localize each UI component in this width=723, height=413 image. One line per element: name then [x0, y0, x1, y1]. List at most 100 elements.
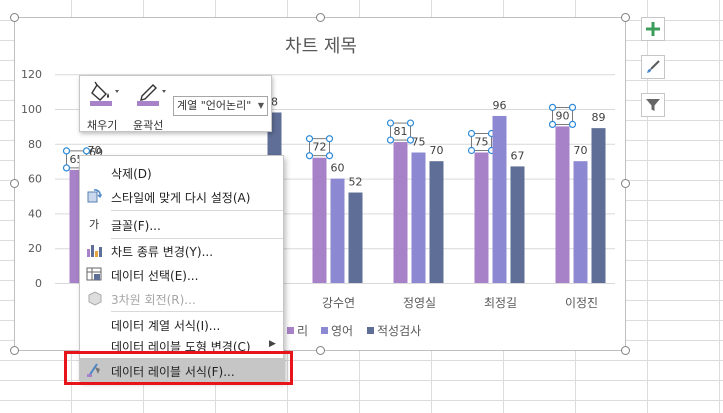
- chart-elements-button[interactable]: [641, 17, 665, 41]
- data-label[interactable]: 67: [511, 149, 525, 162]
- resize-handle-bottom-left[interactable]: [10, 346, 19, 355]
- resize-handle-bottom-right[interactable]: [621, 346, 630, 355]
- y-tick-label: 120: [21, 68, 42, 81]
- menu-item-label: 데이터 선택(E)...: [111, 269, 199, 283]
- y-tick-label: 100: [21, 103, 42, 116]
- selection-handle[interactable]: [386, 136, 395, 144]
- menu-item-select-data[interactable]: 데이터 선택(E)...: [80, 262, 285, 286]
- resize-handle-top[interactable]: [316, 13, 325, 22]
- bar[interactable]: [573, 161, 588, 283]
- menu-item-change-chart-type[interactable]: 차트 종류 변경(Y)...: [80, 238, 285, 262]
- menu-item-format-data-labels[interactable]: 데이터 레이블 서식(F)...: [80, 358, 285, 382]
- bar[interactable]: [348, 192, 363, 283]
- bar[interactable]: [393, 142, 408, 283]
- bar[interactable]: [555, 126, 570, 284]
- data-label[interactable]: 60: [331, 162, 345, 175]
- x-tick-label: 정영실: [403, 296, 436, 310]
- selection-handle[interactable]: [305, 135, 314, 143]
- data-label[interactable]: 8: [271, 95, 278, 108]
- selection-handle[interactable]: [406, 136, 415, 144]
- data-label[interactable]: 72: [313, 141, 327, 154]
- bar[interactable]: [429, 161, 444, 283]
- chevron-down-icon: ▼: [257, 101, 264, 110]
- resize-handle-right[interactable]: [621, 179, 630, 188]
- selection-handle[interactable]: [386, 119, 395, 127]
- selection-handle[interactable]: [82, 147, 91, 155]
- bar[interactable]: [492, 115, 507, 284]
- menu-item-delete[interactable]: 삭제(D): [80, 160, 285, 184]
- font-icon: 가: [88, 218, 100, 231]
- menu-item-reset-style[interactable]: 스타일에 맞게 다시 설정(A): [80, 184, 285, 208]
- menu-separator: [111, 210, 283, 211]
- legend-label[interactable]: 적성검사: [377, 324, 421, 338]
- data-label[interactable]: 70: [88, 144, 102, 157]
- data-label[interactable]: 52: [349, 176, 363, 189]
- selection-handle[interactable]: [548, 120, 557, 129]
- fill-button[interactable]: 채우기: [84, 79, 126, 132]
- selection-handle[interactable]: [325, 135, 334, 143]
- reset-style-icon: [87, 189, 102, 203]
- data-label[interactable]: 70: [430, 144, 444, 157]
- selection-handle[interactable]: [568, 103, 577, 112]
- data-label[interactable]: 75: [475, 136, 489, 149]
- bar[interactable]: [411, 152, 426, 284]
- chart-title[interactable]: 차트 제목: [285, 36, 357, 57]
- selection-handle[interactable]: [568, 120, 577, 129]
- data-label[interactable]: 89: [592, 111, 606, 124]
- data-label[interactable]: 70: [574, 144, 588, 157]
- bar[interactable]: [510, 166, 525, 283]
- resize-handle-bottom[interactable]: [316, 346, 325, 355]
- x-tick-label: 강수연: [322, 296, 355, 310]
- filter-icon: [646, 99, 660, 111]
- legend-label[interactable]: 리: [297, 324, 308, 338]
- chevron-right-icon: ▶: [269, 339, 276, 349]
- select-data-icon: [86, 267, 102, 281]
- data-label[interactable]: 75: [412, 136, 426, 149]
- chart-filters-button[interactable]: [641, 93, 665, 117]
- y-tick-label: 0: [35, 277, 42, 290]
- data-label[interactable]: 90: [556, 109, 570, 122]
- legend-label[interactable]: 영어: [331, 324, 353, 338]
- resize-handle-top-left[interactable]: [10, 13, 19, 22]
- chart-styles-button[interactable]: [641, 55, 665, 79]
- menu-item-label: 데이터 계열 서식(I)...: [111, 319, 221, 333]
- selection-handle[interactable]: [467, 129, 476, 138]
- resize-handle-top-right[interactable]: [621, 13, 630, 22]
- legend-swatch: [321, 327, 328, 334]
- resize-handle-left[interactable]: [10, 179, 19, 188]
- bar[interactable]: [474, 152, 489, 284]
- menu-separator: [111, 311, 283, 312]
- legend-swatch: [287, 327, 294, 334]
- selection-handle[interactable]: [406, 119, 415, 127]
- y-tick-label: 20: [28, 242, 42, 255]
- outline-button[interactable]: 윤곽선: [130, 79, 172, 132]
- data-label[interactable]: 81: [394, 125, 408, 138]
- selection-handle[interactable]: [62, 164, 71, 172]
- series-select-dropdown[interactable]: 계열 "언어논리" ▼: [173, 96, 268, 116]
- paint-bucket-icon: [90, 81, 119, 106]
- bar[interactable]: [312, 157, 327, 283]
- data-label-selection: [552, 107, 573, 125]
- bar[interactable]: [330, 178, 345, 283]
- menu-item-label: 차트 종류 변경(Y)...: [111, 245, 214, 259]
- data-label[interactable]: 96: [493, 99, 507, 112]
- selection-handle[interactable]: [62, 147, 71, 155]
- selection-handle[interactable]: [548, 103, 557, 112]
- bar[interactable]: [591, 128, 606, 283]
- menu-item-format-data-series[interactable]: 데이터 계열 서식(I)...: [80, 312, 285, 336]
- selection-handle[interactable]: [305, 152, 314, 160]
- series-select-value: 계열 "언어논리": [177, 99, 252, 112]
- pen-outline-icon: [137, 84, 166, 106]
- selection-handle[interactable]: [325, 152, 334, 160]
- fill-label: 채우기: [87, 119, 118, 132]
- x-tick-label: 최정길: [484, 296, 517, 310]
- menu-item-label: 글꼴(F)...: [111, 219, 161, 233]
- mini-format-toolbar: 채우기 윤곽선 계열 "언어논리" ▼: [79, 75, 272, 132]
- format-label-icon: [87, 363, 100, 377]
- menu-item-3d-rotation: 3차원 회전(R)...: [80, 286, 285, 310]
- selection-handle[interactable]: [467, 146, 476, 155]
- menu-item-change-label-shapes[interactable]: 데이터 레이블 도형 변경(C) ▶: [80, 333, 285, 357]
- x-tick-label: 이정진: [565, 296, 598, 310]
- highlight-box: [64, 351, 293, 385]
- menu-item-font[interactable]: 가 글꼴(F)...: [80, 212, 285, 236]
